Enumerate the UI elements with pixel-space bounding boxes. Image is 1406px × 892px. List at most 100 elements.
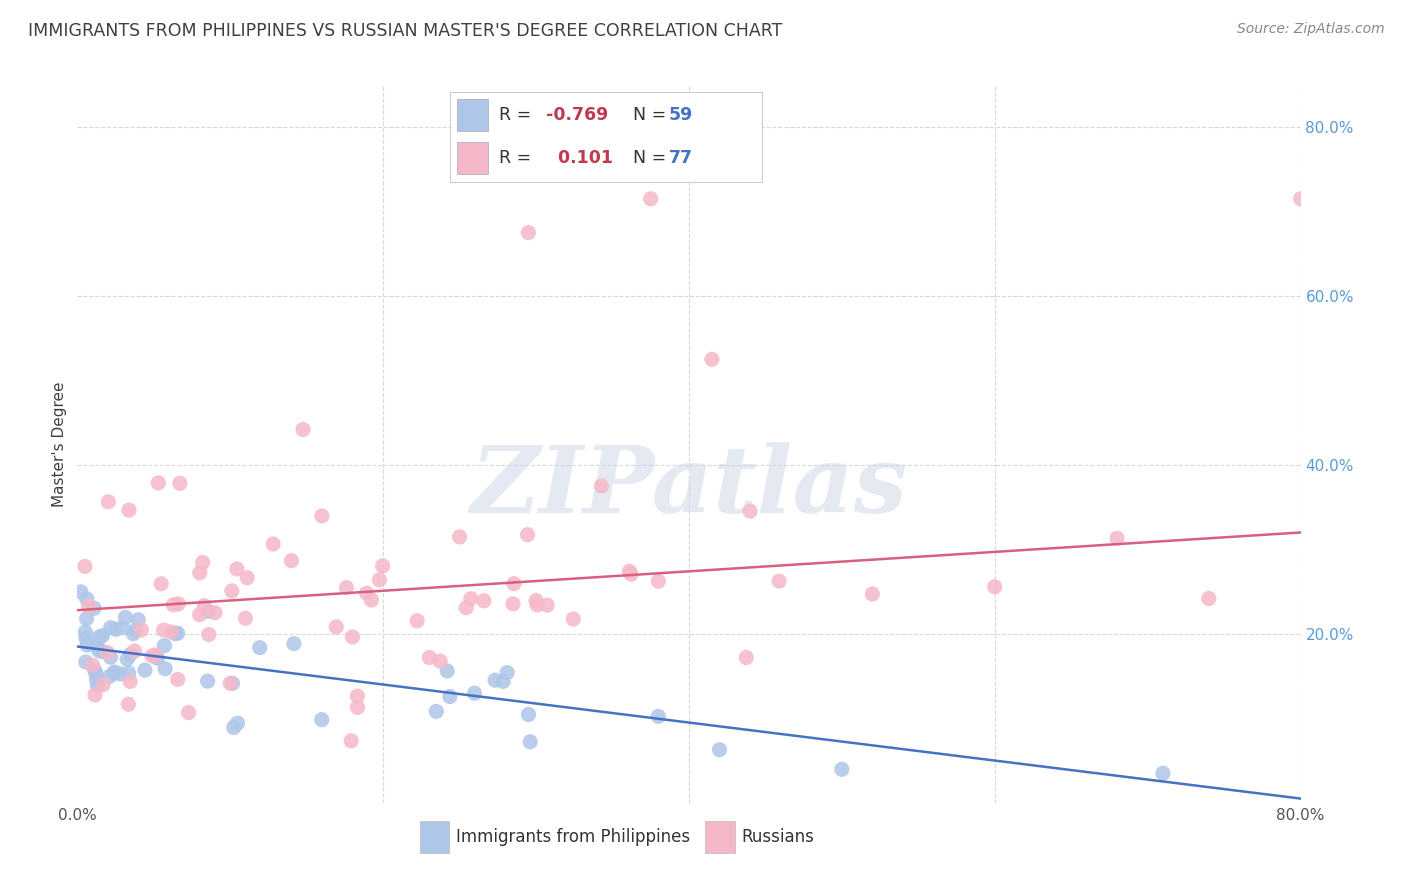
Point — [517, 226, 540, 240]
Point — [640, 192, 662, 206]
Point — [87, 643, 110, 657]
Point — [90, 645, 112, 659]
Point — [104, 623, 127, 637]
Point — [167, 597, 190, 611]
Point — [235, 611, 257, 625]
Y-axis label: Master's Degree: Master's Degree — [52, 381, 67, 507]
Point — [127, 613, 149, 627]
Point — [115, 652, 138, 666]
Point — [340, 734, 363, 748]
Point — [84, 688, 107, 702]
Point — [83, 663, 105, 677]
Point — [236, 571, 259, 585]
Point — [591, 479, 613, 493]
Point — [735, 650, 758, 665]
Point — [463, 686, 485, 700]
Point — [283, 637, 305, 651]
Point — [98, 669, 121, 683]
Point — [103, 665, 125, 680]
Point — [1107, 531, 1129, 545]
Point — [166, 673, 188, 687]
Point — [768, 574, 790, 589]
Point — [262, 537, 284, 551]
Point — [472, 594, 495, 608]
Point — [368, 573, 391, 587]
Point — [75, 655, 97, 669]
Point — [134, 663, 156, 677]
Point — [831, 762, 853, 776]
Point — [647, 574, 669, 589]
Point — [311, 508, 333, 523]
Text: IMMIGRANTS FROM PHILIPPINES VS RUSSIAN MASTER'S DEGREE CORRELATION CHART: IMMIGRANTS FROM PHILIPPINES VS RUSSIAN M… — [28, 22, 783, 40]
Point — [371, 558, 394, 573]
Point — [86, 673, 108, 687]
Point — [226, 716, 249, 731]
Point — [249, 640, 271, 655]
Point — [146, 651, 169, 665]
Point — [429, 654, 451, 668]
Point — [86, 639, 108, 653]
Point — [436, 664, 458, 678]
Point — [496, 665, 519, 680]
Point — [188, 607, 211, 622]
Point — [96, 646, 118, 660]
Point — [346, 689, 368, 703]
Point — [1152, 766, 1174, 780]
Point — [292, 422, 315, 436]
Point — [76, 638, 98, 652]
Point — [221, 676, 243, 690]
Point — [143, 648, 166, 662]
Point — [484, 673, 506, 688]
Point — [418, 650, 440, 665]
Point — [162, 598, 184, 612]
Point — [110, 667, 132, 681]
Point — [73, 559, 96, 574]
Point — [311, 713, 333, 727]
Point — [536, 599, 558, 613]
Point — [83, 601, 105, 615]
Point — [984, 580, 1007, 594]
Point — [342, 630, 364, 644]
Point — [122, 626, 145, 640]
Point — [280, 554, 302, 568]
Point — [160, 624, 183, 639]
Point — [76, 591, 98, 606]
Point — [86, 678, 108, 692]
Point — [103, 665, 125, 680]
Point — [166, 626, 188, 640]
Point — [75, 625, 97, 640]
Point — [502, 597, 524, 611]
Text: ZIPatlas: ZIPatlas — [471, 442, 907, 532]
Point — [198, 627, 221, 641]
Point — [188, 566, 211, 580]
Point — [1198, 591, 1220, 606]
Point — [425, 705, 447, 719]
Point — [69, 585, 91, 599]
Point — [204, 606, 226, 620]
Point — [335, 581, 357, 595]
Point — [117, 698, 139, 712]
Point — [84, 667, 107, 681]
Point — [91, 629, 114, 643]
Point — [222, 721, 245, 735]
Point — [77, 599, 100, 613]
Point — [75, 631, 97, 645]
Point — [406, 614, 429, 628]
Point — [82, 658, 104, 673]
Point — [503, 576, 526, 591]
Point — [1289, 192, 1312, 206]
Point — [100, 650, 122, 665]
Point — [197, 674, 219, 689]
Point — [89, 630, 111, 644]
Point — [492, 674, 515, 689]
Point — [169, 476, 191, 491]
Point — [526, 598, 548, 612]
Point — [118, 503, 141, 517]
Point — [120, 648, 142, 662]
Point — [356, 586, 378, 600]
Point — [647, 709, 669, 723]
Point — [91, 678, 114, 692]
Point — [124, 644, 146, 658]
Point — [197, 604, 219, 618]
Point — [153, 662, 176, 676]
